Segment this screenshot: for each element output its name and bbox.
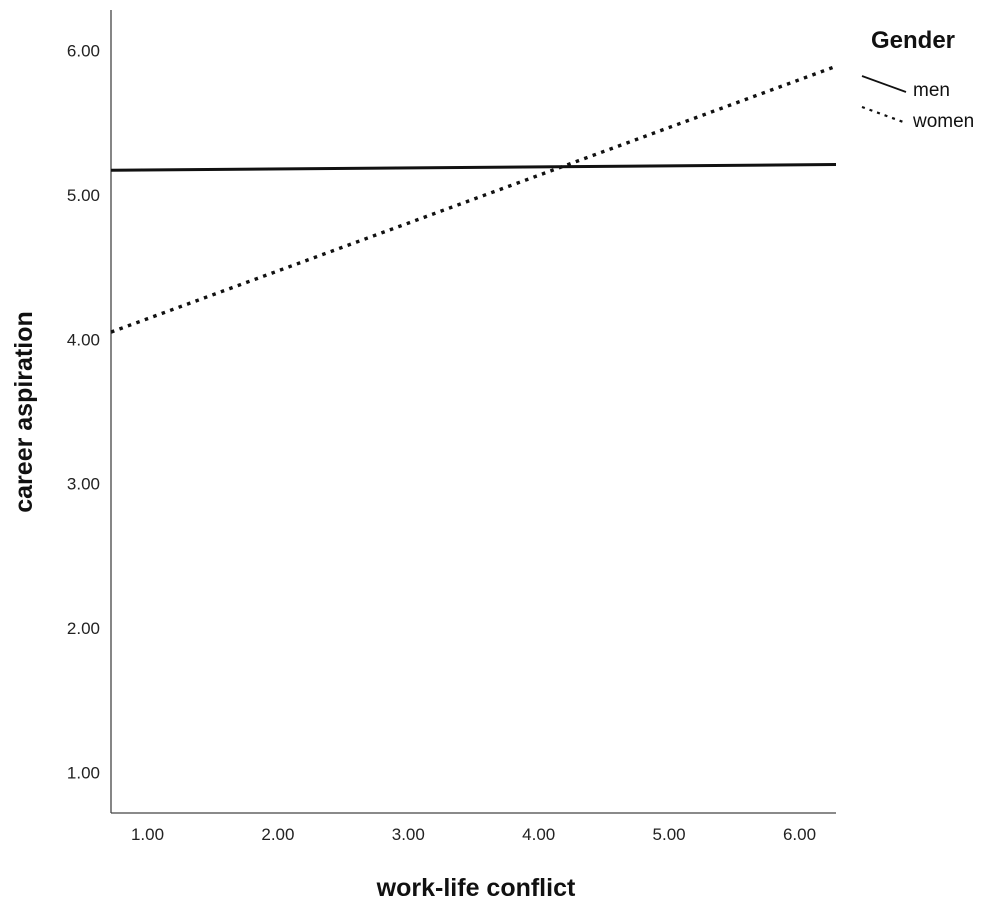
x-tick-label: 5.00: [653, 825, 686, 844]
x-tick-label: 2.00: [261, 825, 294, 844]
x-tick-labels: 1.00 2.00 3.00 4.00 5.00 6.00: [131, 825, 816, 844]
y-tick-label: 6.00: [67, 41, 100, 60]
legend-label-men: men: [913, 80, 950, 101]
series-line-women: [110, 64, 837, 334]
legend-swatch-men: [861, 75, 907, 93]
x-axis-title: work-life conflict: [376, 874, 576, 902]
y-tick-label: 3.00: [67, 475, 100, 494]
y-tick-label: 5.00: [67, 186, 100, 205]
legend-swatch-women: [861, 105, 907, 125]
y-tick-label: 2.00: [67, 619, 100, 638]
x-tick-label: 1.00: [131, 825, 164, 844]
series-line-men: [110, 163, 837, 172]
y-tick-labels: 1.00 2.00 3.00 4.00 5.00 6.00: [67, 41, 100, 782]
x-tick-label: 6.00: [783, 825, 816, 844]
legend-label-women: women: [912, 111, 974, 132]
x-tick-label: 4.00: [522, 825, 555, 844]
legend-items: men women: [861, 75, 974, 132]
y-axis-title: career aspiration: [10, 311, 38, 513]
axes: [110, 10, 836, 814]
series-lines: [110, 64, 837, 334]
x-tick-label: 3.00: [392, 825, 425, 844]
legend: Gender men women: [861, 27, 974, 132]
y-tick-label: 1.00: [67, 764, 100, 783]
legend-title: Gender: [871, 27, 955, 54]
y-tick-label: 4.00: [67, 330, 100, 349]
